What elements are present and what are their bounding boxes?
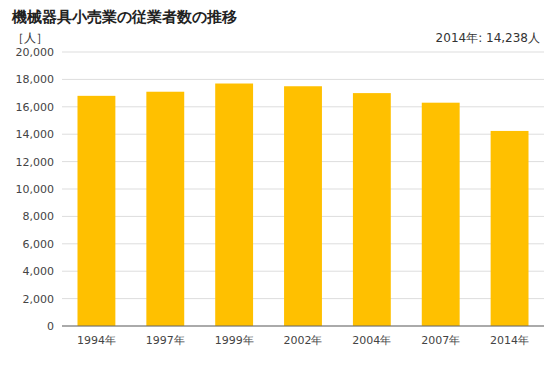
y-tick-label: 6,000 <box>23 238 55 251</box>
annotation: 2014年: 14,238人 <box>436 31 540 45</box>
y-tick-label: 0 <box>47 320 54 333</box>
y-tick-label: 8,000 <box>23 210 55 223</box>
bar <box>284 86 322 326</box>
y-tick-label: 10,000 <box>16 183 55 196</box>
grid-line <box>62 326 544 327</box>
x-axis-line <box>62 326 544 327</box>
x-tick-label: 1999年 <box>215 334 254 347</box>
x-tick-label: 1997年 <box>146 334 185 347</box>
bar <box>353 93 391 326</box>
title: 機械器具小売業の従業者数の推移 <box>11 8 237 26</box>
bars <box>77 84 528 326</box>
grid-line <box>62 79 544 80</box>
x-tick-label: 2014年 <box>490 334 529 347</box>
y-tick-label: 2,000 <box>23 293 55 306</box>
y-tick-label: 18,000 <box>16 73 55 86</box>
bar <box>422 103 460 326</box>
bar <box>491 131 529 326</box>
bar <box>215 84 253 326</box>
y-tick-label: 16,000 <box>16 101 55 114</box>
y-axis-label: ［人］ <box>12 31 48 45</box>
x-tick-label: 2004年 <box>352 334 391 347</box>
bar <box>146 92 184 326</box>
x-tick-label: 2002年 <box>284 334 323 347</box>
x-tick-label: 1994年 <box>77 334 116 347</box>
y-tick-label: 14,000 <box>16 128 55 141</box>
bar <box>77 96 115 326</box>
y-tick-label: 12,000 <box>16 156 55 169</box>
grid <box>62 52 544 326</box>
grid-line <box>62 52 544 53</box>
y-tick-label: 20,000 <box>16 46 55 59</box>
y-tick-label: 4,000 <box>23 265 55 278</box>
x-tick-label: 2007年 <box>421 334 460 347</box>
chart-container: 0 2,000 4,000 6,000 8,000 10,000 12,000 14,000 1… <box>0 0 560 366</box>
chart-svg: 0 2,000 4,000 6,000 8,000 10,000 12,000 14,000 1… <box>0 0 560 366</box>
